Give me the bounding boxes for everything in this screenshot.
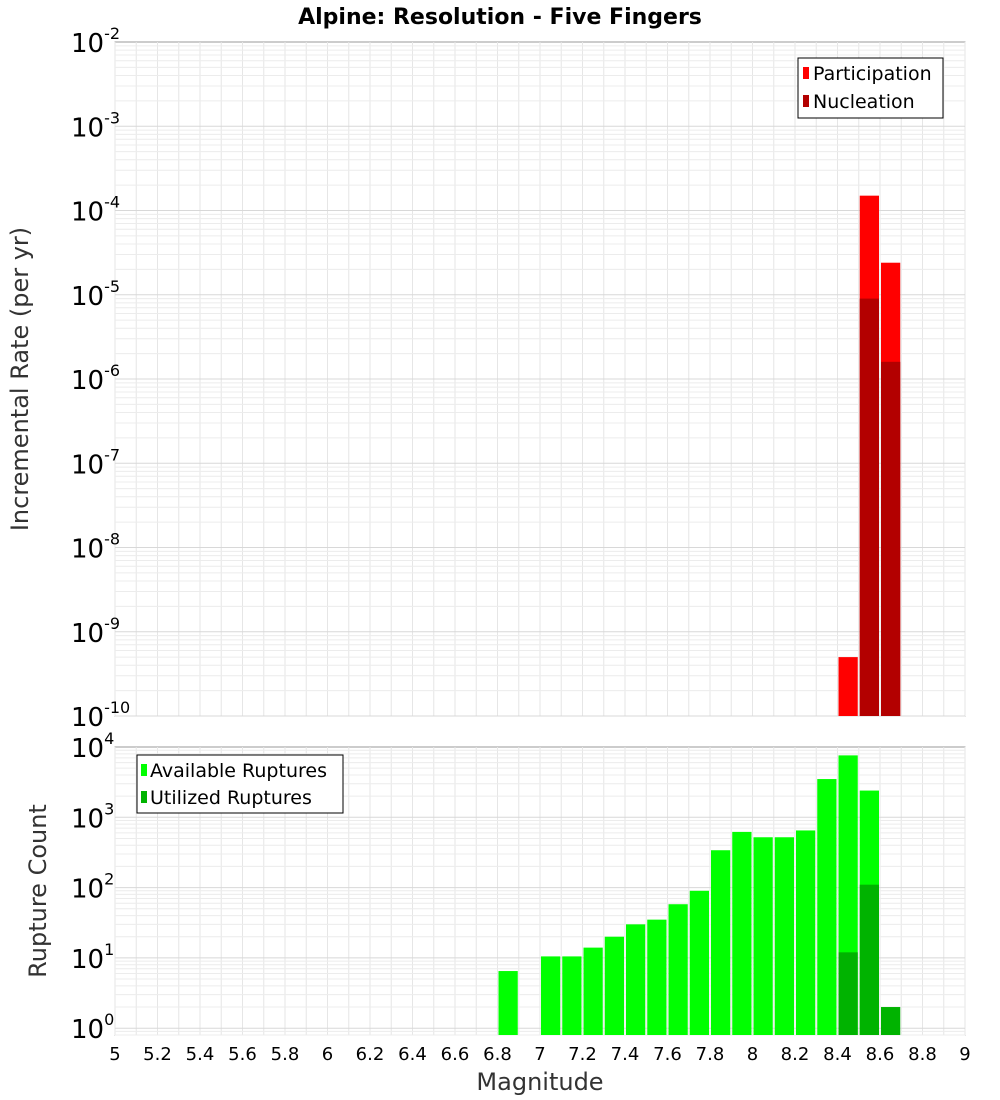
bar-available-ruptures [796, 830, 816, 1035]
x-tick-label: 5.8 [271, 1044, 300, 1065]
x-tick-label: 6 [322, 1044, 333, 1065]
x-tick-label: 8.6 [866, 1044, 895, 1065]
bar-available-ruptures [498, 971, 518, 1035]
y-tick-label: 10-7 [71, 445, 120, 480]
x-tick-label: 6.8 [483, 1044, 512, 1065]
y-tick-label: 10-10 [71, 698, 130, 733]
y-tick-label: 101 [71, 940, 114, 975]
bar-available-ruptures [541, 956, 561, 1035]
bar-available-ruptures [689, 890, 709, 1035]
y-tick-label: 102 [71, 870, 114, 905]
x-tick-label: 5.2 [143, 1044, 172, 1065]
bar-nucleation [859, 298, 879, 716]
bottom-legend: Available Ruptures Utilized Ruptures [136, 754, 344, 814]
legend-swatch-utilized [141, 791, 147, 803]
x-tick-label: 8.4 [823, 1044, 852, 1065]
y-tick-label: 10-5 [71, 277, 120, 312]
x-tick-label: 9 [959, 1044, 970, 1065]
y-tick-label: 10-2 [71, 24, 120, 59]
x-tick-label: 5 [109, 1044, 120, 1065]
x-axis-label: Magnitude [476, 1068, 603, 1096]
bar-available-ruptures [732, 831, 752, 1035]
bar-available-ruptures [668, 904, 688, 1035]
bottom-legend-box [136, 754, 344, 814]
x-tick-label: 6.6 [441, 1044, 470, 1065]
bar-available-ruptures [604, 936, 624, 1035]
top-bars [838, 195, 901, 716]
y-tick-label: 104 [71, 729, 114, 764]
y-tick-label: 10-9 [71, 614, 120, 649]
x-tick-label: 8 [747, 1044, 758, 1065]
y-tick-label: 10-6 [71, 361, 120, 396]
x-tick-label: 7 [534, 1044, 545, 1065]
x-tick-label: 7.6 [653, 1044, 682, 1065]
bar-available-ruptures [817, 779, 837, 1035]
y-tick-label: 10-8 [71, 530, 120, 565]
bar-available-ruptures [774, 837, 794, 1035]
bar-available-ruptures [711, 850, 731, 1035]
legend-label-available: Available Ruptures [150, 760, 327, 782]
legend-label-utilized: Utilized Ruptures [150, 787, 312, 809]
bottom-y-axis-label: Rupture Count [24, 804, 52, 978]
bar-available-ruptures [562, 956, 582, 1035]
x-tick-label: 5.6 [228, 1044, 257, 1065]
x-tick-label: 6.2 [356, 1044, 385, 1065]
y-tick-label: 10-3 [71, 108, 120, 143]
bar-utilized-ruptures [881, 1007, 901, 1035]
x-tick-label: 7.2 [568, 1044, 597, 1065]
bar-available-ruptures [626, 924, 646, 1035]
x-tick-label: 8.2 [781, 1044, 810, 1065]
bar-participation [838, 657, 858, 716]
y-tick-label: 100 [71, 1010, 114, 1045]
bottom-x-ticks: 5 5.2 5.4 5.6 5.8 6 6.2 6.4 6.6 6.8 7 7.2 7.4 7.6 7.8 8… [109, 1044, 970, 1065]
bottom-grid [114, 747, 966, 1036]
legend-swatch-nucleation [803, 95, 809, 107]
legend-swatch-participation [803, 67, 809, 79]
legend-label-participation: Participation [813, 63, 932, 85]
x-tick-label: 5.4 [186, 1044, 215, 1065]
top-grid [114, 42, 966, 717]
bar-utilized-ruptures [859, 884, 879, 1035]
bottom-bars [498, 755, 901, 1035]
top-legend: Participation Nucleation [797, 57, 944, 119]
chart-title: Alpine: Resolution - Five Fingers [298, 5, 702, 30]
top-panel: 10-2 10-3 10-4 10-5 10-6 10-7 10-8 10-9 10-10 In… [6, 24, 966, 733]
y-tick-label: 10-4 [71, 193, 120, 228]
bar-available-ruptures [583, 947, 603, 1035]
bottom-panel: 104 103 102 101 100 5 5.2 5.4 5.6 5.8 6 6.2 6.4 6.6 6… [24, 729, 971, 1096]
x-tick-label: 6.4 [398, 1044, 427, 1065]
legend-swatch-available [141, 764, 147, 776]
top-y-ticks: 10-2 10-3 10-4 10-5 10-6 10-7 10-8 10-9 10-10 [71, 24, 130, 733]
bar-available-ruptures [753, 837, 773, 1035]
x-tick-label: 8.8 [908, 1044, 937, 1065]
bar-available-ruptures [647, 919, 667, 1035]
bar-utilized-ruptures [838, 952, 858, 1035]
y-tick-label: 103 [71, 799, 114, 834]
bar-nucleation [881, 361, 901, 716]
bottom-y-ticks: 104 103 102 101 100 [71, 729, 114, 1045]
legend-label-nucleation: Nucleation [813, 91, 915, 113]
top-y-axis-label: Incremental Rate (per yr) [6, 227, 34, 531]
x-tick-label: 7.8 [696, 1044, 725, 1065]
top-legend-box [797, 57, 944, 119]
x-tick-label: 7.4 [611, 1044, 640, 1065]
